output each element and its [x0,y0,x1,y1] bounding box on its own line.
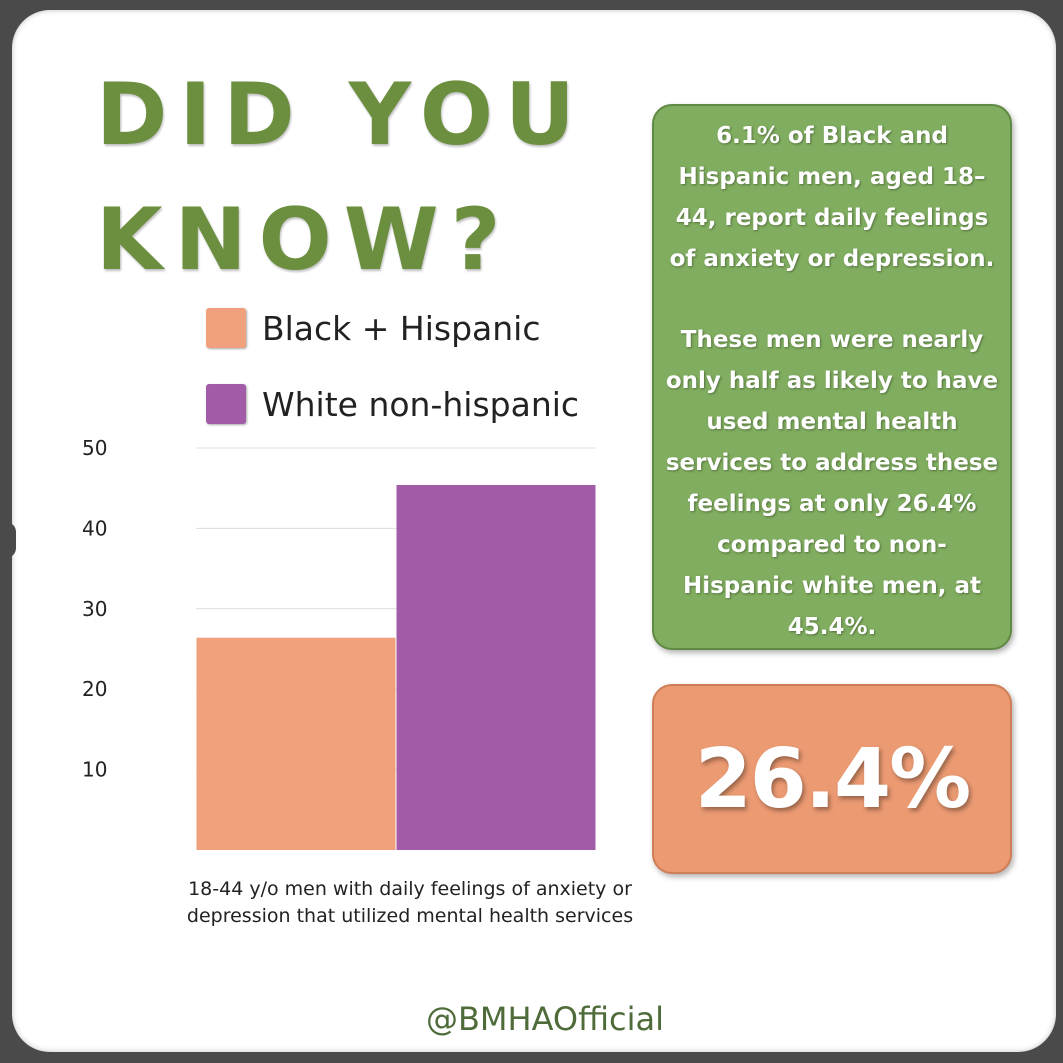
chart-caption: 18-44 y/o men with daily feelings of anx… [186,878,634,927]
infographic-card: DID YOU KNOW? Black + Hispanic White non… [12,10,1056,1052]
highlight-box: 26.4% [652,684,1012,874]
y-tick-label-50: 50 [82,436,107,460]
bar-black-hispanic [196,637,396,850]
title-line-2: KNOW? [96,190,513,290]
y-tick-label-20: 20 [82,677,107,701]
chart-bars [196,484,596,850]
legend-swatch-black-hispanic [206,308,246,348]
legend-swatch-white-non-hispanic [206,384,246,424]
info-box: 6.1% of Black and Hispanic men, aged 18–… [652,104,1012,650]
info-paragraph-2: These men were nearly only half as likel… [665,327,999,640]
bar-chart: 10 20 30 40 50 [82,436,596,850]
y-tick-label-30: 30 [82,597,107,621]
legend-label-black-hispanic: Black + Hispanic [262,308,541,348]
legend-item-white-non-hispanic: White non-hispanic [206,384,579,424]
title-line-1: DID YOU [96,65,587,165]
legend-item-black-hispanic: Black + Hispanic [206,308,541,348]
y-tick-label-40: 40 [82,516,107,540]
info-paragraph-1: 6.1% of Black and Hispanic men, aged 18–… [669,123,995,272]
y-axis-ticks: 10 20 30 40 50 [82,436,107,782]
legend-label-white-non-hispanic: White non-hispanic [262,384,580,424]
highlight-value: 26.4% [694,731,971,827]
y-tick-label-10: 10 [82,758,107,782]
card-notch [12,522,16,558]
bar-white-non-hispanic [396,484,596,850]
social-handle: @BMHAOfficial [425,1000,665,1038]
